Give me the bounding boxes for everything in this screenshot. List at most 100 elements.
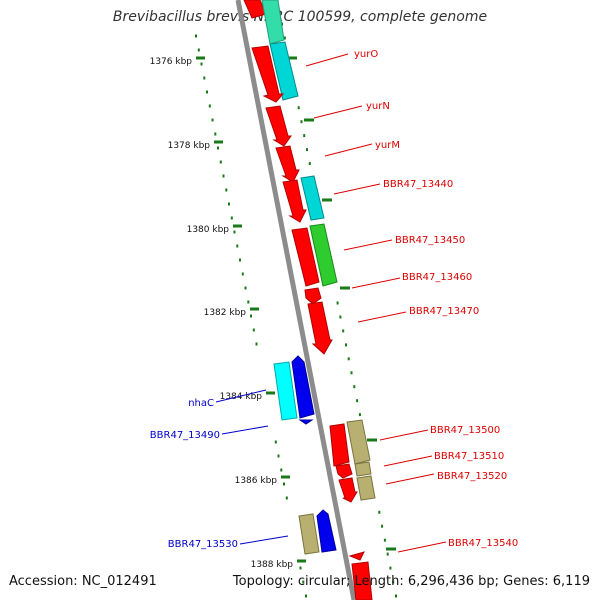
scale-dot [252,328,255,332]
gene-label[interactable]: BBR47_13540 [448,538,518,549]
gene-arrow[interactable] [351,561,373,600]
scale-dot [342,329,345,333]
gene-label[interactable]: BBR47_13510 [434,451,504,462]
gene-arrow[interactable] [269,41,299,101]
scale-dot [233,230,236,234]
scale-ring-left [195,34,307,598]
scale-dot [350,371,353,375]
scale-dot [211,118,214,122]
scale-dot [217,146,219,150]
scale-dot [339,315,342,319]
scale-ticks: 1376 kbp 1378 kbp 1380 kbp 1382 kbp 1384… [150,56,306,570]
gene-label[interactable]: nhaC [188,398,214,409]
accession-text: Accession: NC_012491 [9,574,157,589]
leader-line [357,311,407,323]
gene-arrow[interactable] [304,287,322,305]
gene-arrow[interactable] [307,301,333,355]
scale-dot [203,76,206,80]
gene-label[interactable]: yurM [375,140,400,151]
gene-arrow[interactable] [356,475,376,501]
scale-dot [347,357,350,361]
scale-dot [285,496,288,500]
gene-arrow[interactable] [300,175,325,221]
scale-label: 1382 kbp [204,308,247,318]
gene-label[interactable]: BBR47_13530 [168,539,238,550]
leader-line [239,535,289,545]
leader-line [351,277,401,289]
leader-line [305,53,349,67]
gene-arrow[interactable] [346,419,371,465]
gene-arrow[interactable] [251,45,285,103]
scale-dot [239,258,241,262]
gene-arrow[interactable] [291,227,320,287]
leader-line [385,473,435,485]
gene-arrow[interactable] [298,513,320,555]
scale-dot [244,286,247,290]
scale-dot [378,510,381,514]
gene-label[interactable]: BBR47_13500 [430,425,500,436]
gene-arrow[interactable] [265,105,292,147]
scale-dot [386,552,389,556]
gene-label[interactable]: yurO [354,49,378,60]
scale-dot [299,566,302,570]
scale-dot [392,580,395,584]
scale-dot [305,594,307,598]
scale-dot [283,482,285,486]
scale-label: 1386 kbp [235,476,278,486]
gene-arrow[interactable] [282,179,307,223]
scale-dot [255,342,258,346]
scale-label: 1388 kbp [251,560,294,570]
gene-label[interactable]: yurN [366,101,390,112]
gene-arrow[interactable] [273,361,298,421]
gene-label[interactable]: BBR47_13460 [402,272,472,283]
genome-backbone [235,0,357,600]
gene-arrow[interactable] [291,355,315,419]
gene-label[interactable]: BBR47_13450 [395,235,465,246]
scale-dot [200,62,203,66]
scale-dot [222,174,225,178]
gene-arrow[interactable] [335,463,353,479]
gene-labels-right: yurO yurN yurM BBR47_13440 BBR47_13450 B… [354,49,518,549]
gene-arrow[interactable] [275,145,300,183]
scale-dot [303,134,306,138]
gene-arrow[interactable] [316,509,337,553]
scale-dot [228,202,230,206]
scale-label: 1380 kbp [187,225,230,235]
scale-dot [230,216,233,220]
gene-arrow[interactable] [348,551,365,561]
map-title: Brevibacillus brevis NBRC 100599, comple… [112,9,488,25]
scale-dot [195,34,197,38]
gene-arrow[interactable] [298,419,314,425]
scale-dot [300,120,303,124]
scale-dot [247,300,250,304]
scale-dot [250,314,252,318]
gene-label[interactable]: BBR47_13520 [437,471,507,482]
leader-line [379,429,429,441]
scale-dot [274,440,277,444]
scale-dot [277,454,280,458]
gene-arrow[interactable] [338,477,358,503]
gene-arrow[interactable] [354,461,372,477]
leader-line [343,239,393,251]
gene-arrow[interactable] [309,223,338,287]
gene-arrow[interactable] [261,0,285,45]
scale-dot [197,48,200,52]
scale-dot [389,566,392,570]
gene-label[interactable]: BBR47_13490 [150,430,220,441]
gene-labels-left: nhaC BBR47_13490 BBR47_13530 [150,398,238,550]
scale-dot [219,160,222,164]
gene-label[interactable]: BBR47_13470 [409,306,479,317]
forward-strand-genes [243,0,376,600]
scale-dot [356,399,359,403]
leader-line [215,389,267,403]
scale-dot [345,343,347,347]
leader-line [383,455,433,467]
scale-dot [236,244,239,248]
scale-dot [336,301,339,305]
scale-dot [395,594,397,598]
gene-label[interactable]: BBR47_13440 [383,179,453,190]
label-leaders [215,53,447,553]
gene-arrow[interactable] [329,423,350,467]
scale-dot [206,90,208,94]
